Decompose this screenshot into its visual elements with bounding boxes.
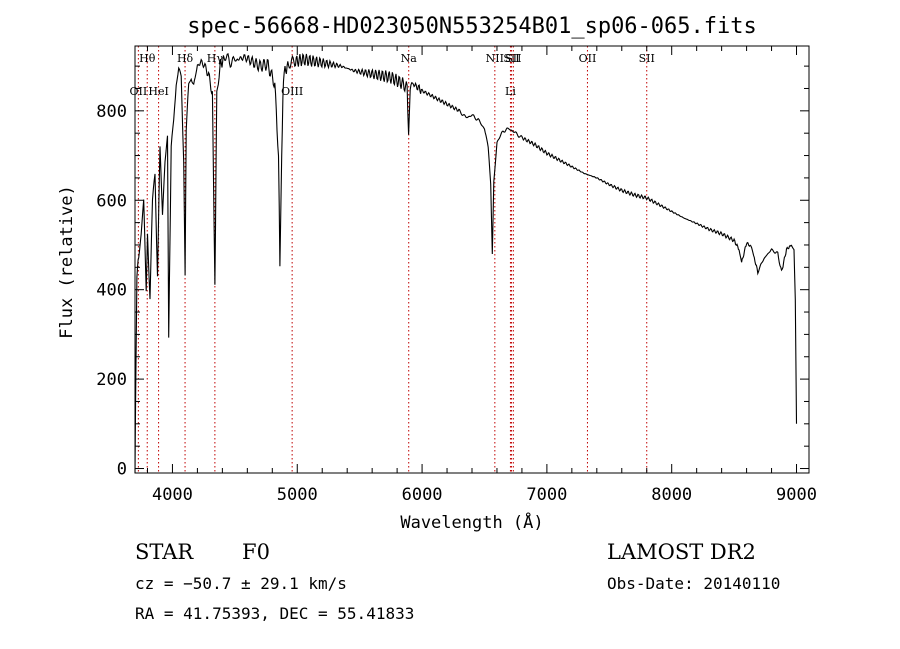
- y-axis-ticks: 0 200 400 600 800: [96, 65, 809, 480]
- observation-date: Obs-Date: 20140110: [607, 574, 780, 593]
- y-tick-label-4: 800: [96, 102, 127, 122]
- plot-frame: [134, 45, 810, 474]
- x-tick-label-3: 7000: [526, 485, 567, 505]
- sky-coordinates: RA = 41.75393, DEC = 55.41833: [135, 604, 414, 623]
- y-tick-label-3: 600: [96, 191, 127, 211]
- redshift-velocity: cz = −50.7 ± 29.1 km/s: [135, 574, 347, 593]
- x-axis-label: Wavelength (Å): [400, 511, 543, 533]
- survey-name: LAMOST DR2: [607, 540, 756, 564]
- x-tick-label-4: 8000: [651, 485, 692, 505]
- line-marker-label-7: NII: [486, 52, 504, 65]
- line-marker-label-0: Hθ: [139, 52, 156, 65]
- y-tick-label-2: 400: [96, 281, 127, 301]
- line-marker-label-1: OII: [130, 85, 148, 98]
- x-axis-ticks: 4000 5000 6000 7000 8000 9000: [146, 46, 817, 505]
- object-subclass: F0: [242, 540, 270, 564]
- x-tick-label-0: 4000: [152, 485, 193, 505]
- chart-title: spec-56668-HD023050N553254B01_sp06-065.f…: [187, 14, 757, 39]
- line-marker-label-12: SII: [639, 52, 655, 65]
- y-axis-label: Flux (relative): [57, 185, 77, 339]
- line-marker-label-3: Hδ: [177, 52, 194, 65]
- x-tick-label-1: 5000: [277, 485, 318, 505]
- spectrum-line: [134, 52, 798, 474]
- line-marker-label-9: Li: [505, 85, 516, 98]
- y-tick-label-0: 0: [117, 460, 127, 480]
- y-tick-label-1: 200: [96, 370, 127, 390]
- line-marker-label-11: OII: [579, 52, 597, 65]
- line-marker-label-6: Na: [401, 52, 418, 65]
- line-marker-label-8: SII: [503, 52, 519, 65]
- line-marker-label-2: HeI: [148, 85, 168, 98]
- x-tick-label-5: 9000: [776, 485, 817, 505]
- object-class: STAR: [135, 540, 194, 564]
- line-marker-label-10: SII: [505, 52, 521, 65]
- line-marker-label-5: OIII: [281, 85, 303, 98]
- line-marker-label-4: Hγ: [207, 52, 224, 65]
- x-tick-label-2: 6000: [402, 485, 443, 505]
